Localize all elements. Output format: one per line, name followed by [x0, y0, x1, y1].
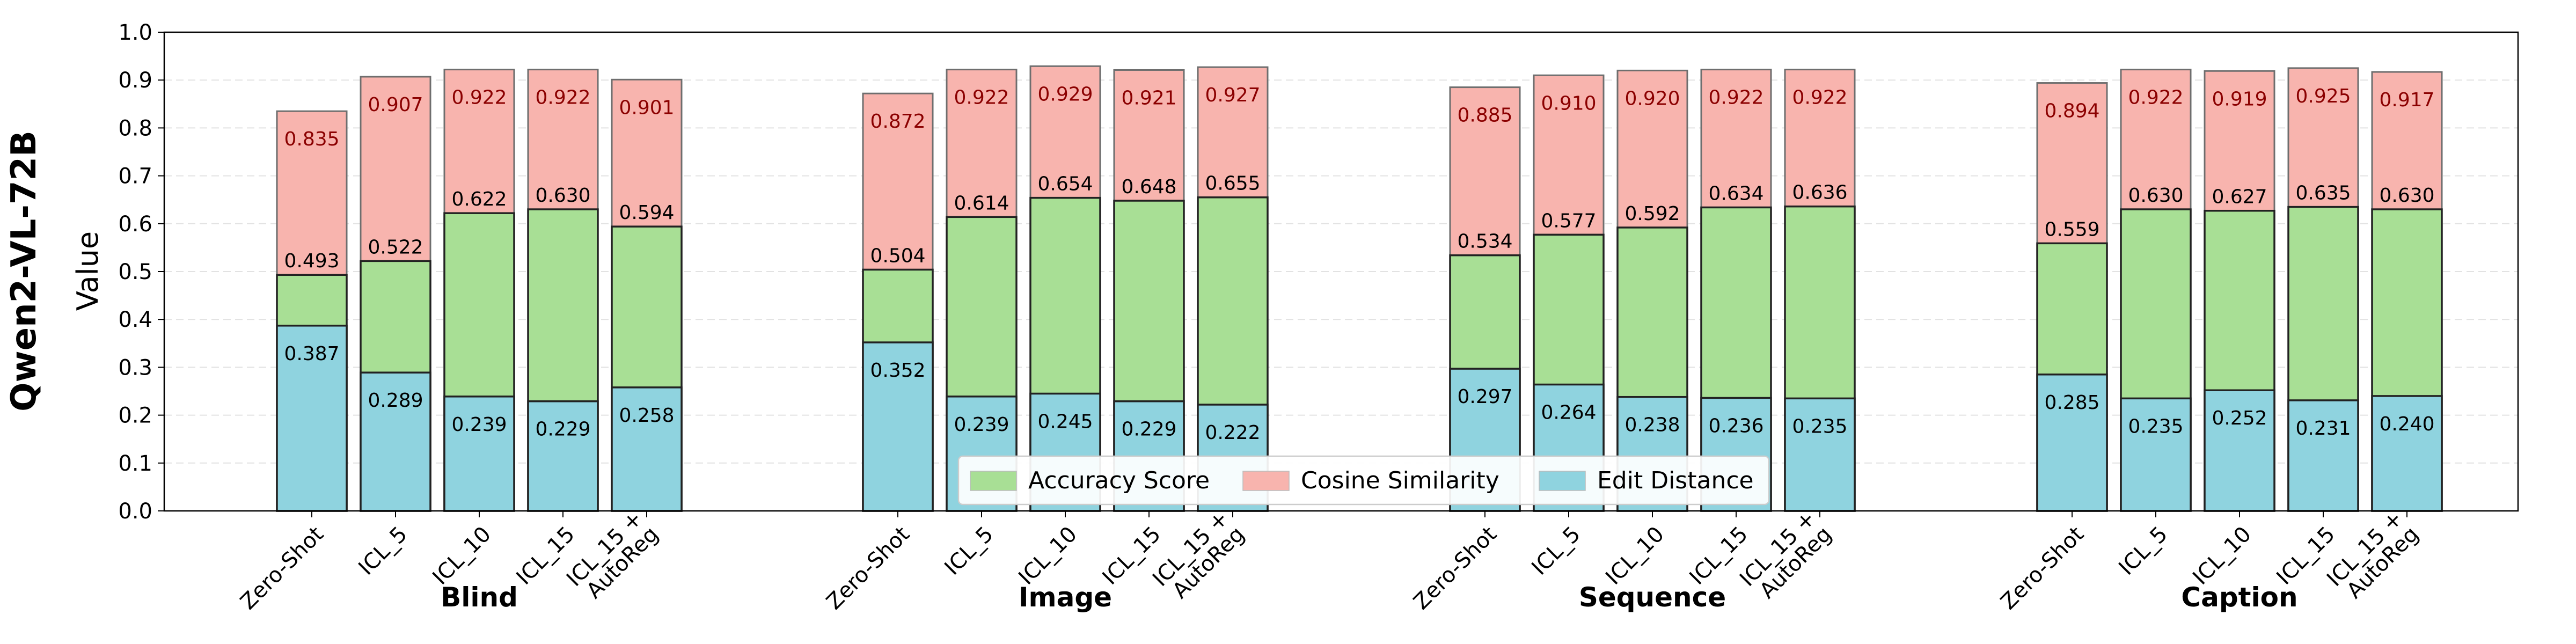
cosine-value-label: 0.922 — [1708, 87, 1763, 109]
legend-swatch — [1243, 471, 1289, 491]
group-label: Sequence — [1579, 582, 1726, 613]
cosine-value-label: 0.910 — [1541, 92, 1596, 114]
accuracy-value-label: 0.630 — [2379, 185, 2434, 207]
edit-distance-value-label: 0.387 — [284, 343, 339, 365]
y-tick-label: 0.8 — [118, 116, 152, 141]
group-label: Blind — [441, 582, 518, 613]
legend-label: Cosine Similarity — [1301, 467, 1499, 494]
edit-distance-value-label: 0.297 — [1457, 386, 1512, 408]
accuracy-value-label: 0.493 — [284, 250, 339, 272]
edit-distance-value-label: 0.236 — [1708, 415, 1763, 437]
edit-distance-value-label: 0.222 — [1205, 422, 1260, 444]
cosine-value-label: 0.919 — [2212, 88, 2267, 110]
accuracy-value-label: 0.614 — [954, 192, 1009, 214]
y-tick-label: 0.1 — [118, 451, 152, 476]
y-tick-label: 0.2 — [118, 404, 152, 428]
cosine-value-label: 0.835 — [284, 128, 339, 150]
edit-distance-bar — [528, 401, 598, 511]
legend-label: Accuracy Score — [1028, 467, 1210, 494]
edit-distance-value-label: 0.229 — [1121, 419, 1176, 441]
edit-distance-value-label: 0.229 — [535, 419, 590, 441]
cosine-value-label: 0.922 — [1792, 87, 1847, 109]
accuracy-value-label: 0.559 — [2044, 218, 2099, 240]
cosine-value-label: 0.922 — [535, 87, 590, 109]
cosine-value-label: 0.921 — [1121, 87, 1176, 109]
accuracy-value-label: 0.634 — [1708, 182, 1763, 204]
edit-distance-value-label: 0.238 — [1624, 414, 1680, 436]
cosine-value-label: 0.929 — [1037, 83, 1093, 105]
accuracy-value-label: 0.504 — [870, 245, 925, 267]
y-tick-label: 0.9 — [118, 68, 152, 93]
accuracy-value-label: 0.648 — [1121, 176, 1176, 198]
y-tick-label: 0.3 — [118, 355, 152, 380]
legend-swatch — [970, 471, 1016, 491]
cosine-value-label: 0.907 — [368, 94, 423, 116]
edit-distance-value-label: 0.245 — [1037, 411, 1093, 433]
edit-distance-value-label: 0.235 — [2128, 415, 2183, 437]
cosine-value-label: 0.922 — [954, 87, 1009, 109]
edit-distance-value-label: 0.235 — [1792, 415, 1847, 437]
edit-distance-value-label: 0.239 — [451, 414, 507, 436]
y-tick-label: 1.0 — [118, 20, 152, 45]
y-tick-label: 0.5 — [118, 260, 152, 284]
edit-distance-value-label: 0.231 — [2295, 418, 2351, 440]
accuracy-value-label: 0.636 — [1792, 182, 1847, 204]
edit-distance-bar — [2288, 400, 2358, 511]
accuracy-value-label: 0.622 — [451, 188, 507, 210]
group-label: Image — [1019, 582, 1112, 613]
cosine-value-label: 0.920 — [1624, 87, 1680, 109]
accuracy-value-label: 0.630 — [2128, 185, 2183, 207]
edit-distance-value-label: 0.289 — [368, 390, 423, 412]
accuracy-value-label: 0.627 — [2212, 186, 2267, 208]
accuracy-value-label: 0.654 — [1037, 173, 1093, 195]
cosine-value-label: 0.922 — [2128, 87, 2183, 109]
y-tick-label: 0.4 — [118, 308, 152, 332]
edit-distance-value-label: 0.285 — [2044, 392, 2099, 414]
edit-distance-value-label: 0.252 — [2212, 407, 2267, 429]
group-label: Caption — [2181, 582, 2297, 613]
cosine-value-label: 0.927 — [1205, 84, 1260, 106]
edit-distance-value-label: 0.264 — [1541, 402, 1596, 424]
accuracy-value-label: 0.592 — [1624, 203, 1680, 225]
model-label: Qwen2-VL-72B — [4, 130, 44, 412]
edit-distance-value-label: 0.240 — [2379, 413, 2434, 435]
y-tick-label: 0.6 — [118, 212, 152, 237]
accuracy-value-label: 0.630 — [535, 185, 590, 207]
legend-swatch — [1539, 471, 1585, 491]
cosine-value-label: 0.872 — [870, 111, 925, 133]
accuracy-value-label: 0.655 — [1205, 173, 1260, 195]
y-tick-label: 0.7 — [118, 164, 152, 189]
edit-distance-value-label: 0.258 — [619, 405, 674, 427]
y-tick-label: 0.0 — [118, 499, 152, 524]
edit-distance-value-label: 0.239 — [954, 414, 1009, 436]
cosine-value-label: 0.922 — [451, 87, 507, 109]
cosine-value-label: 0.925 — [2295, 85, 2351, 107]
y-axis-label: Value — [71, 231, 105, 311]
cosine-value-label: 0.917 — [2379, 89, 2434, 111]
accuracy-value-label: 0.522 — [368, 236, 423, 258]
cosine-value-label: 0.885 — [1457, 105, 1512, 127]
cosine-value-label: 0.894 — [2044, 100, 2099, 122]
legend: Accuracy Score Cosine Similarity Edit Dist… — [958, 456, 1769, 504]
accuracy-value-label: 0.534 — [1457, 231, 1512, 253]
accuracy-value-label: 0.635 — [2295, 182, 2351, 204]
accuracy-value-label: 0.594 — [619, 202, 674, 224]
cosine-value-label: 0.901 — [619, 97, 674, 119]
edit-distance-value-label: 0.352 — [870, 360, 925, 382]
accuracy-value-label: 0.577 — [1541, 210, 1596, 232]
legend-label: Edit Distance — [1597, 467, 1754, 494]
